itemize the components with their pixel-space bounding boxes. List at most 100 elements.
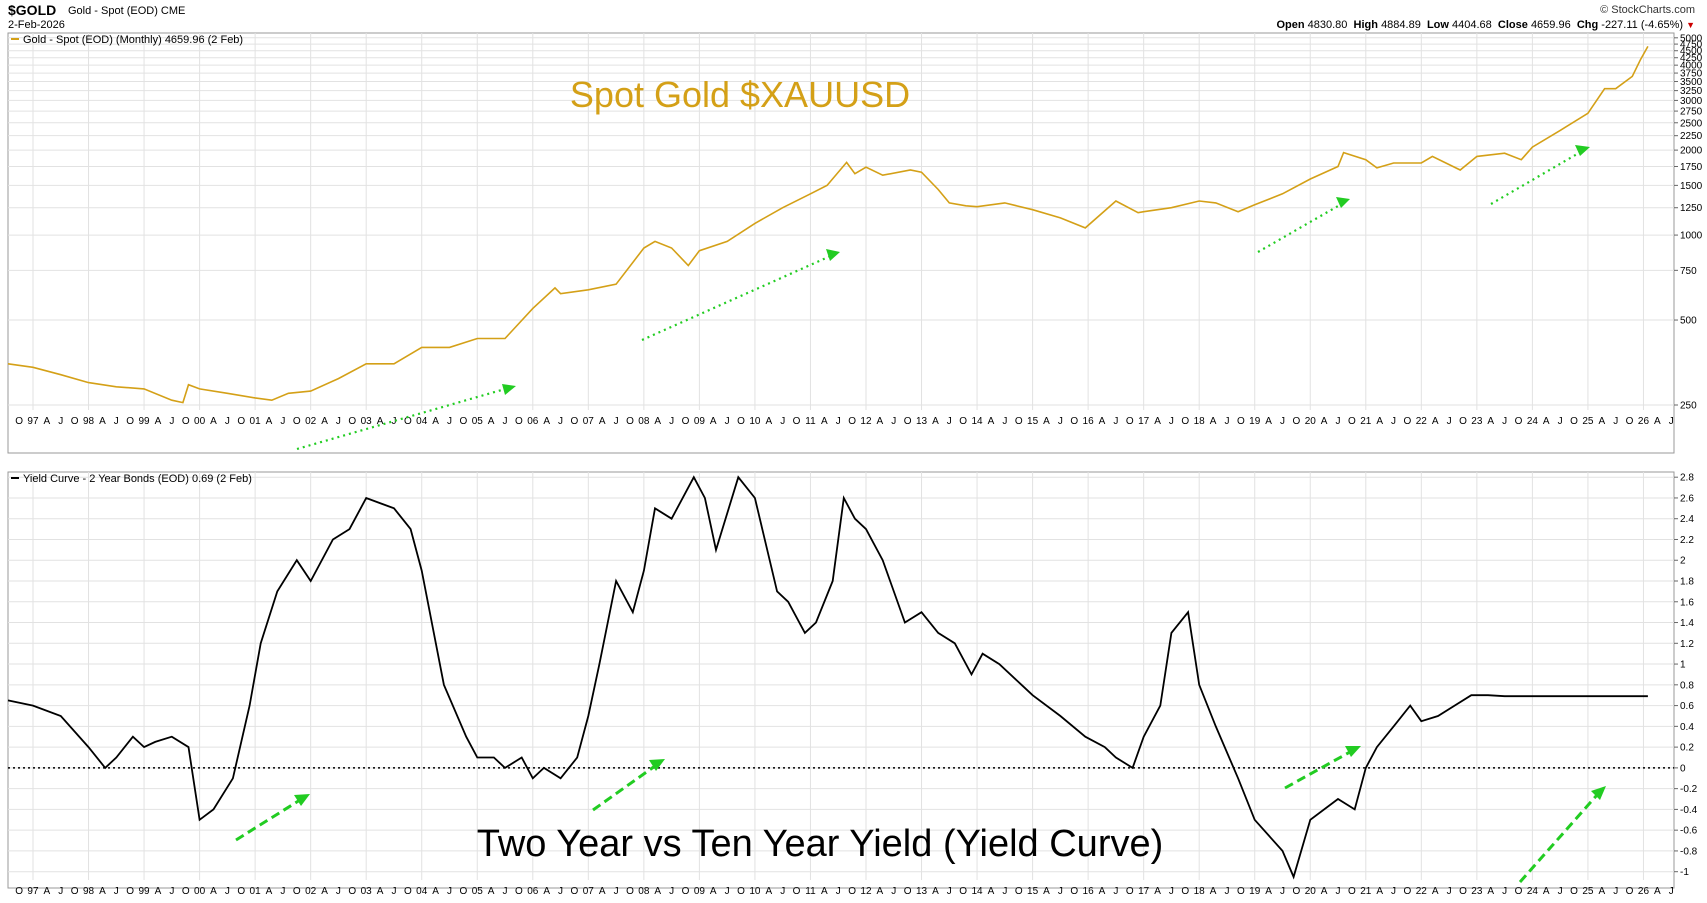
- x-month-label: A: [155, 416, 162, 427]
- x-month-label: O: [293, 416, 301, 427]
- x-year-label: 02: [305, 416, 317, 427]
- x-month-label: J: [1669, 886, 1674, 897]
- x-month-label: A: [932, 886, 939, 897]
- x-month-label: O: [459, 416, 467, 427]
- x-month-label: A: [432, 416, 439, 427]
- gold-gridlines: [8, 33, 1674, 410]
- y-tick-label: 3750: [1680, 69, 1703, 80]
- yield-panel-frame: [7, 471, 1675, 889]
- x-month-label: O: [1404, 416, 1412, 427]
- x-month-label: J: [1169, 416, 1174, 427]
- x-month-label: A: [1654, 886, 1661, 897]
- x-month-label: O: [348, 416, 356, 427]
- x-year-label: 05: [472, 416, 484, 427]
- y-tick-label: 3250: [1680, 86, 1703, 97]
- x-month-label: J: [1113, 886, 1118, 897]
- x-year-label: 05: [472, 886, 484, 897]
- x-month-label: J: [1502, 416, 1507, 427]
- x-month-label: O: [1070, 416, 1078, 427]
- x-month-label: O: [1126, 886, 1134, 897]
- copyright-text: © StockCharts.com: [1600, 4, 1695, 16]
- x-year-label: 24: [1527, 416, 1539, 427]
- x-month-label: A: [1210, 416, 1217, 427]
- x-month-label: J: [280, 416, 285, 427]
- y-tick-label: 750: [1680, 266, 1697, 277]
- x-month-label: J: [447, 416, 452, 427]
- chg-down-icon: ▼: [1686, 20, 1695, 30]
- yield-series-line: [7, 475, 1648, 880]
- x-year-label: 98: [83, 886, 95, 897]
- x-month-label: A: [210, 886, 217, 897]
- x-month-label: J: [725, 416, 730, 427]
- x-year-label: 14: [971, 416, 983, 427]
- gold-trend-arrow: [1257, 201, 1346, 253]
- x-month-label: J: [503, 416, 508, 427]
- x-month-label: O: [71, 416, 79, 427]
- x-month-label: J: [780, 886, 785, 897]
- x-month-label: O: [293, 886, 301, 897]
- x-year-label: 00: [194, 886, 206, 897]
- x-month-label: A: [1543, 886, 1550, 897]
- x-year-label: 13: [916, 886, 928, 897]
- x-month-label: O: [182, 886, 190, 897]
- x-month-label: O: [904, 886, 912, 897]
- x-year-label: 17: [1138, 886, 1150, 897]
- x-month-label: O: [1515, 416, 1523, 427]
- x-month-label: J: [1280, 886, 1285, 897]
- x-month-label: A: [1432, 416, 1439, 427]
- x-month-label: O: [1237, 886, 1245, 897]
- x-month-label: J: [1058, 416, 1063, 427]
- x-month-label: A: [543, 886, 550, 897]
- y-tick-label: 4250: [1680, 53, 1703, 64]
- x-month-label: A: [321, 886, 328, 897]
- gold-panel-frame: [7, 32, 1675, 454]
- x-month-label: J: [558, 886, 563, 897]
- x-month-label: A: [377, 886, 384, 897]
- x-month-label: O: [237, 886, 245, 897]
- x-month-label: A: [599, 886, 606, 897]
- y-tick-label: -0.8: [1680, 846, 1698, 857]
- x-month-label: A: [266, 416, 273, 427]
- y-tick-label: -0.4: [1680, 805, 1698, 816]
- x-month-label: J: [391, 416, 396, 427]
- x-year-label: 15: [1027, 886, 1039, 897]
- yield-panel: -1 -0.8 -0.6 -0.4 -0.2 0 0.2 0.4 0.6 0.8 1 1.2 1.4 1.…: [7, 471, 1698, 897]
- x-year-label: 18: [1194, 416, 1206, 427]
- x-month-label: O: [682, 886, 690, 897]
- x-month-label: J: [114, 886, 119, 897]
- y-tick-label: 1: [1680, 660, 1686, 671]
- x-year-label: 08: [638, 886, 650, 897]
- x-year-label: 97: [27, 886, 39, 897]
- x-month-label: J: [1336, 886, 1341, 897]
- x-year-label: 15: [1027, 416, 1039, 427]
- x-month-label: J: [1336, 416, 1341, 427]
- gold-arrows: [296, 145, 1590, 451]
- x-month-label: O: [1015, 416, 1023, 427]
- x-month-label: J: [225, 416, 230, 427]
- x-month-label: A: [1487, 886, 1494, 897]
- x-month-label: O: [1015, 886, 1023, 897]
- x-year-label: 11: [805, 416, 816, 427]
- x-month-label: A: [1210, 886, 1217, 897]
- x-month-label: J: [947, 416, 952, 427]
- x-year-label: 01: [250, 416, 262, 427]
- x-month-label: A: [488, 886, 495, 897]
- high-label: High: [1353, 19, 1378, 31]
- x-month-label: A: [654, 886, 661, 897]
- yield-gridlines: [8, 472, 1674, 880]
- x-month-label: A: [821, 886, 828, 897]
- x-month-label: A: [654, 416, 661, 427]
- x-year-label: 02: [305, 886, 317, 897]
- x-month-label: A: [99, 886, 106, 897]
- x-month-label: O: [15, 416, 23, 427]
- y-tick-label: -0.6: [1680, 826, 1698, 837]
- x-month-label: O: [1626, 416, 1634, 427]
- x-month-label: O: [404, 886, 412, 897]
- x-month-label: J: [836, 886, 841, 897]
- x-month-label: J: [58, 886, 63, 897]
- y-tick-label: 4500: [1680, 46, 1703, 57]
- x-month-label: O: [1459, 416, 1467, 427]
- x-month-label: A: [1099, 416, 1106, 427]
- x-month-label: O: [1237, 416, 1245, 427]
